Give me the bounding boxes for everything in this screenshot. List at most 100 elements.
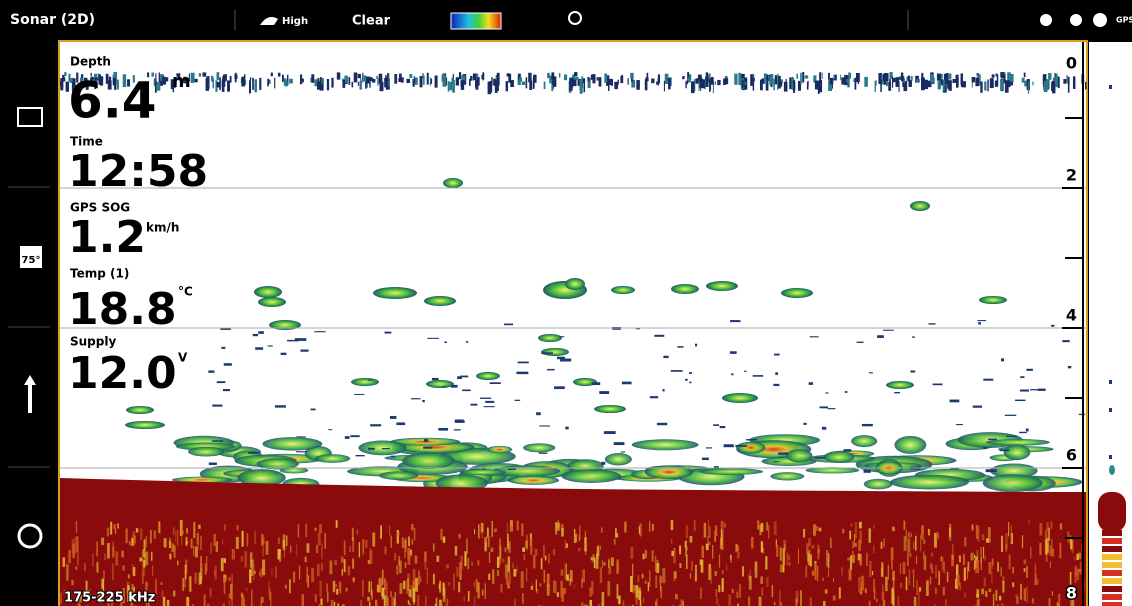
bottom-noise — [818, 527, 822, 532]
speck — [591, 382, 601, 386]
surface-noise — [829, 77, 834, 85]
surface-noise — [472, 73, 477, 81]
bottom-noise — [107, 542, 110, 559]
surface-noise — [1067, 80, 1070, 93]
bottom-noise — [436, 555, 440, 562]
speck — [212, 440, 224, 442]
surface-noise — [153, 78, 156, 86]
bottom-noise — [915, 535, 917, 551]
surface-noise — [406, 78, 411, 83]
bottom-noise — [155, 579, 157, 595]
surface-noise — [882, 74, 887, 82]
settings-button[interactable] — [17, 523, 43, 549]
bottom-noise — [531, 583, 534, 589]
echo — [594, 405, 626, 413]
speck — [354, 393, 365, 395]
surface-noise — [955, 75, 959, 88]
zoom-icon[interactable] — [568, 11, 582, 25]
clarity[interactable]: Clear — [352, 14, 391, 29]
speck — [355, 455, 365, 457]
bottom-noise — [446, 564, 449, 569]
surface-noise — [854, 77, 857, 90]
bottom-noise — [923, 555, 927, 571]
bottom-noise — [342, 604, 345, 606]
bottom-noise — [384, 594, 388, 606]
surface-noise — [326, 79, 330, 91]
speck — [252, 333, 259, 337]
speck — [729, 351, 737, 354]
speck — [774, 353, 780, 356]
echo — [443, 178, 463, 188]
bottom-noise — [601, 591, 605, 606]
surface-noise — [705, 72, 708, 78]
depth-scale-label: 8 — [1066, 584, 1077, 603]
surface-noise — [127, 79, 131, 87]
surface-noise — [158, 74, 163, 81]
speck — [314, 331, 326, 333]
bottom-noise — [368, 601, 371, 606]
speck — [985, 469, 997, 473]
speck — [287, 339, 299, 342]
bottom-noise — [899, 563, 901, 574]
surface-noise — [833, 74, 837, 81]
surface-noise — [903, 78, 906, 84]
surface-noise — [116, 79, 119, 90]
surface-noise — [155, 73, 157, 82]
bottom-noise — [693, 520, 696, 531]
bottom-noise — [573, 528, 576, 537]
bottom-noise — [76, 536, 79, 552]
temp-icon[interactable]: 75° — [22, 255, 41, 266]
bottom-noise — [859, 554, 863, 566]
surface-noise — [529, 80, 533, 90]
speck — [208, 462, 217, 465]
surface-noise — [458, 72, 462, 80]
bottom-noise — [104, 553, 106, 561]
bottom-noise — [890, 547, 894, 560]
bottom-noise — [923, 551, 925, 560]
bottom-noise — [630, 576, 633, 592]
sensitivity-icon[interactable] — [260, 17, 278, 25]
bottom-noise — [806, 543, 809, 555]
speck — [956, 423, 963, 426]
surface-noise — [916, 78, 920, 83]
bottom-noise — [1012, 566, 1014, 574]
speck — [454, 420, 465, 423]
bottom-noise — [737, 603, 740, 606]
bottom-noise — [60, 592, 62, 605]
surface-noise — [587, 78, 591, 88]
bottom-noise — [103, 570, 105, 581]
bottom-noise — [440, 603, 444, 606]
bottom-noise — [173, 545, 176, 558]
bottom-noise — [306, 543, 310, 553]
surface-noise — [254, 79, 258, 93]
bottom-noise — [133, 535, 136, 544]
echo — [863, 478, 893, 490]
surface-noise — [908, 75, 911, 86]
bottom-noise — [710, 568, 712, 584]
surface-noise — [147, 72, 150, 78]
bottom-noise — [473, 581, 475, 588]
surface-noise — [162, 76, 167, 85]
bottom-noise — [1020, 583, 1022, 600]
sensitivity[interactable]: High — [282, 16, 308, 27]
bottom-noise — [112, 563, 114, 581]
nav-button[interactable] — [24, 375, 36, 413]
bottom-noise — [660, 585, 663, 599]
surface-noise — [570, 77, 574, 88]
surface-noise — [348, 77, 351, 85]
bottom-noise — [803, 528, 806, 538]
temp-button[interactable] — [20, 246, 42, 268]
views-button[interactable] — [17, 107, 43, 127]
palette[interactable] — [450, 12, 502, 30]
bottom-noise — [552, 549, 556, 556]
bottom-noise — [79, 595, 83, 603]
bottom-noise — [412, 569, 416, 586]
bottom-noise — [384, 546, 387, 555]
speck — [689, 381, 692, 384]
bottom-noise — [487, 527, 489, 538]
speck — [983, 446, 988, 450]
bottom-noise — [673, 571, 676, 582]
surface-noise — [651, 78, 655, 84]
surface-noise — [274, 77, 276, 89]
speck — [438, 427, 449, 431]
